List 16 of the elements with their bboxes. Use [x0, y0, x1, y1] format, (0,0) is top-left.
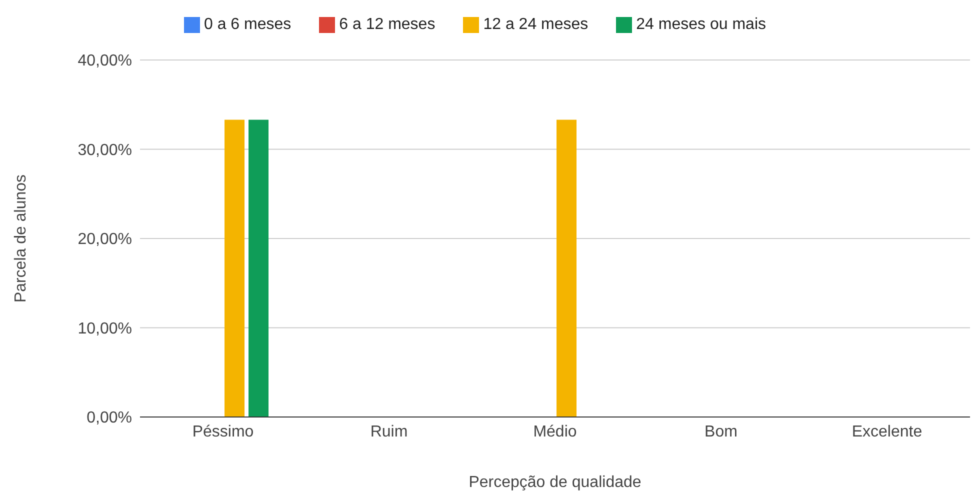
legend-label: 12 a 24 meses: [483, 16, 588, 33]
legend-label: 6 a 12 meses: [339, 16, 436, 33]
y-tick-label: 40,00%: [78, 52, 132, 70]
y-axis-title: Parcela de alunos: [12, 174, 30, 303]
x-tick-label: Péssimo: [192, 423, 254, 440]
x-tick-label: Excelente: [852, 423, 922, 440]
y-tick-label: 30,00%: [78, 142, 132, 159]
legend-label: 0 a 6 meses: [204, 16, 292, 33]
y-tick-label: 0,00%: [86, 410, 132, 427]
x-axis-title: Percepção de qualidade: [468, 474, 642, 491]
x-tick-label: Médio: [533, 423, 577, 440]
legend-label: 24 meses ou mais: [636, 16, 766, 33]
x-tick-label: Ruim: [370, 423, 408, 440]
x-tick-label: Bom: [704, 423, 738, 440]
y-tick-label: 20,00%: [78, 231, 132, 248]
y-tick-label: 10,00%: [78, 320, 132, 338]
